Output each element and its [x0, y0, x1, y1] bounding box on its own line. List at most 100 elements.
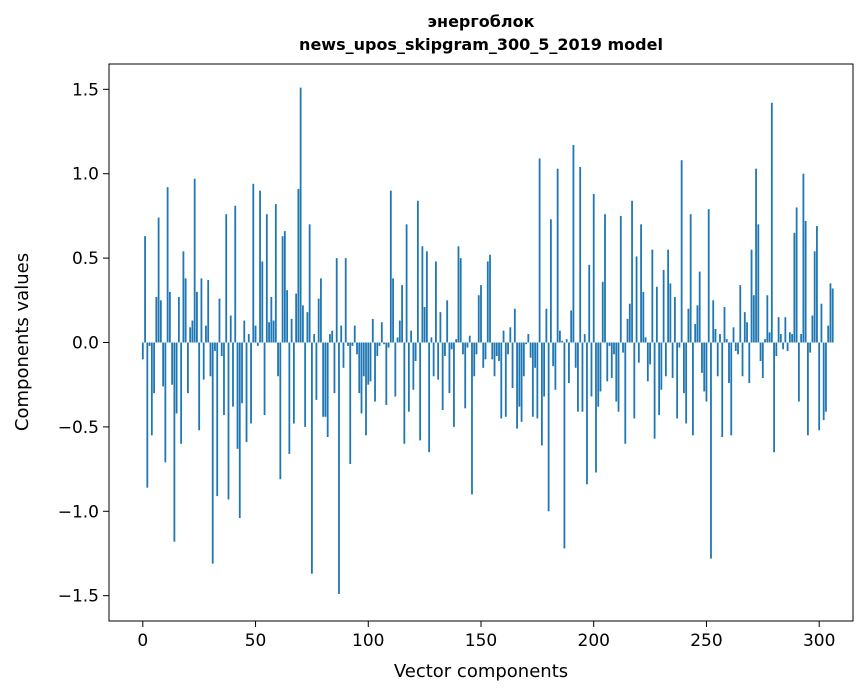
bar	[153, 342, 155, 394]
bar	[407, 342, 410, 412]
bar	[768, 332, 771, 343]
y-tick-label: −0.5	[58, 418, 99, 438]
bar	[664, 342, 667, 377]
bar	[606, 342, 609, 382]
bar	[211, 342, 214, 564]
bar	[752, 295, 755, 343]
x-axis-ticks: 0 50 100 150 200 250 300	[137, 621, 835, 651]
bar	[311, 342, 313, 574]
bar	[680, 160, 683, 343]
bar	[730, 342, 733, 436]
bar	[482, 342, 485, 368]
bar	[549, 219, 552, 343]
bar	[159, 300, 162, 343]
bar	[678, 342, 681, 348]
bar	[150, 342, 153, 436]
bar	[344, 258, 347, 343]
bar	[649, 342, 651, 365]
bar	[766, 295, 769, 343]
bar	[193, 178, 196, 343]
bar	[209, 342, 212, 377]
bar	[196, 291, 198, 343]
bar	[777, 317, 780, 343]
bar	[175, 342, 178, 414]
bar	[446, 300, 449, 343]
bar	[732, 327, 735, 343]
bar	[498, 342, 500, 362]
bar	[802, 173, 805, 343]
bar	[531, 342, 534, 417]
bar	[829, 283, 832, 343]
bar	[320, 278, 322, 343]
bar	[225, 214, 228, 343]
bar	[502, 330, 505, 343]
bar	[811, 315, 814, 343]
bar	[191, 320, 194, 343]
bar	[272, 320, 275, 343]
bar	[198, 342, 201, 431]
bar	[552, 342, 555, 367]
bar	[687, 308, 690, 343]
bar	[457, 246, 460, 343]
bar	[653, 342, 656, 439]
y-tick-label: −1.0	[58, 502, 99, 522]
bar	[410, 330, 413, 343]
bar	[486, 261, 489, 343]
bar	[383, 342, 385, 345]
y-tick-label: 1.5	[72, 80, 99, 100]
bar	[581, 342, 584, 412]
bar	[356, 342, 358, 355]
bar	[471, 342, 473, 495]
bar	[468, 335, 471, 343]
y-tick-label: 1.0	[72, 165, 99, 185]
bar	[475, 342, 478, 355]
bar	[495, 342, 498, 356]
bar	[308, 224, 311, 343]
bar	[615, 342, 618, 402]
bar	[696, 305, 699, 343]
bar	[820, 303, 823, 343]
bar	[577, 342, 579, 412]
bar	[268, 322, 270, 343]
x-tick-label: 50	[245, 631, 267, 651]
x-tick-label: 150	[465, 631, 497, 651]
x-tick-label: 100	[352, 631, 384, 651]
bar	[358, 342, 361, 394]
bar	[295, 293, 298, 343]
bar	[236, 342, 239, 449]
bar	[270, 296, 273, 343]
bar	[545, 308, 548, 343]
bar	[365, 342, 367, 436]
bar	[256, 342, 259, 346]
bar	[326, 342, 329, 438]
bar	[392, 278, 394, 343]
bar	[624, 342, 627, 444]
bar	[563, 342, 566, 549]
y-axis-ticks: 1.5 1.0 0.5 0.0 −0.5 −1.0 −1.5	[58, 80, 109, 607]
bar	[274, 204, 277, 343]
bar	[283, 231, 286, 343]
bar	[590, 342, 593, 397]
bar	[419, 342, 422, 441]
bar-series	[141, 87, 834, 594]
bar	[367, 342, 370, 385]
bar	[509, 327, 512, 343]
bar	[568, 342, 570, 384]
bar	[637, 342, 640, 363]
bar	[655, 286, 658, 343]
bar	[144, 236, 146, 343]
bar	[737, 342, 739, 355]
bar	[281, 236, 284, 343]
bar	[685, 342, 688, 424]
bar	[522, 342, 525, 377]
bar	[155, 296, 158, 343]
bar	[617, 342, 620, 412]
bar	[631, 200, 633, 343]
bar	[507, 342, 509, 355]
bar	[714, 329, 717, 343]
bar	[816, 226, 818, 343]
bar	[229, 315, 232, 343]
bar	[333, 342, 336, 394]
bar	[250, 342, 252, 424]
bar	[324, 342, 327, 417]
